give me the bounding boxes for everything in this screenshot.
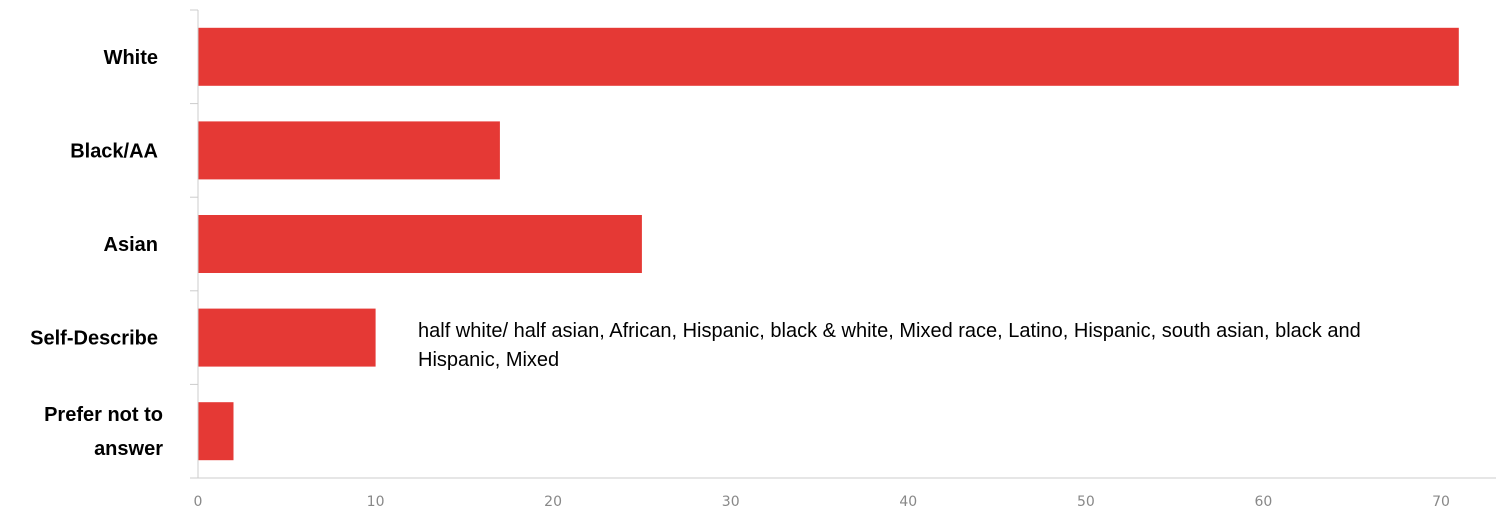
category-label: answer: [94, 438, 163, 460]
bar: [198, 402, 234, 461]
x-tick-label: 70: [1432, 494, 1450, 510]
bar: [198, 215, 642, 273]
category-label: Asian: [104, 234, 158, 256]
bar: [198, 308, 376, 367]
x-tick-label: 0: [194, 494, 203, 510]
category-labels: White Black/AA Asian Self-Describe Prefer no…: [30, 47, 163, 460]
x-tick-label: 50: [1077, 494, 1095, 510]
category-label: Prefer not to: [44, 404, 163, 426]
axes-group: [190, 9, 1496, 479]
x-tick-label: 40: [899, 494, 917, 510]
bar: [198, 121, 500, 180]
category-label: Black/AA: [70, 140, 158, 162]
bar: [198, 27, 1459, 86]
x-tick-label: 60: [1254, 494, 1272, 510]
x-tick-label: 10: [367, 494, 385, 510]
x-tick-label: 20: [544, 494, 562, 510]
x-tick-label: 30: [722, 494, 740, 510]
category-label: Self-Describe: [30, 328, 158, 350]
x-tick-labels: 0 10 20 30 40 50 60 70: [194, 494, 1450, 510]
bars-group: [198, 27, 1459, 461]
category-label: White: [104, 47, 158, 69]
self-describe-annotation: half white/ half asian, African, Hispani…: [418, 320, 1361, 371]
